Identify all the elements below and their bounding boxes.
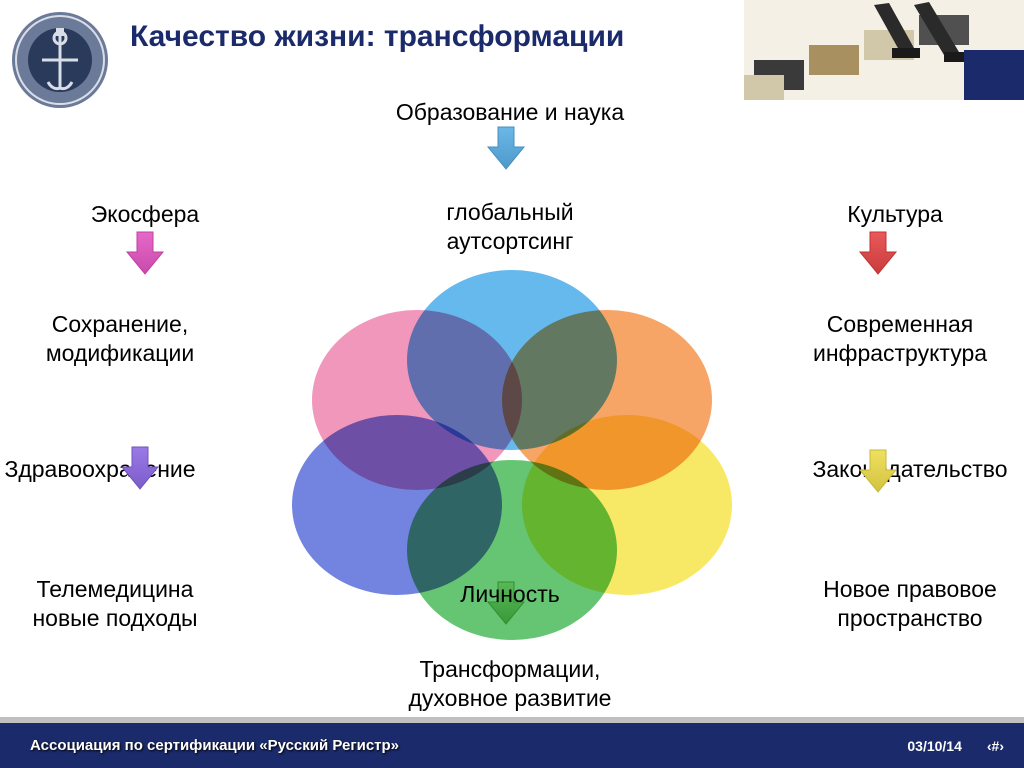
label-culture: Культура xyxy=(805,200,985,229)
arrow-left-pink-icon xyxy=(125,230,165,276)
label-outsourcing: глобальный аутсортсинг xyxy=(395,198,625,256)
diagram-content: Образование и наука Экосфера Сохранение,… xyxy=(0,80,1024,700)
label-transformations: Трансформации, духовное развитие xyxy=(360,655,660,713)
footer-bar: Ассоциация по сертификации «Русский Реги… xyxy=(0,723,1024,768)
label-telemedicine: Телемедицина новые подходы xyxy=(0,575,230,633)
label-healthcare: Здравоохранение xyxy=(0,455,200,484)
arrow-right-red-icon xyxy=(858,230,898,276)
label-infrastructure: Современная инфраструктура xyxy=(785,310,1015,368)
footer-date: 03/10/14 xyxy=(907,738,987,754)
label-preservation: Сохранение, модификации xyxy=(5,310,235,368)
footer-org: Ассоциация по сертификации «Русский Реги… xyxy=(0,737,907,754)
arrow-top-icon xyxy=(486,125,526,171)
label-legal-space: Новое правовое пространство xyxy=(795,575,1024,633)
label-legislation: Законодательство xyxy=(795,455,1024,484)
label-ecosphere: Экосфера xyxy=(55,200,235,229)
slide-title: Качество жизни: трансформации xyxy=(130,20,624,54)
slide-title-area: Качество жизни: трансформации xyxy=(130,20,624,54)
footer-page: ‹#› xyxy=(987,738,1024,754)
arrow-left-purple-icon xyxy=(120,445,160,491)
arrow-right-yellow-icon xyxy=(858,448,898,494)
label-education: Образование и наука xyxy=(335,98,685,127)
label-personality: Личность xyxy=(410,580,610,609)
